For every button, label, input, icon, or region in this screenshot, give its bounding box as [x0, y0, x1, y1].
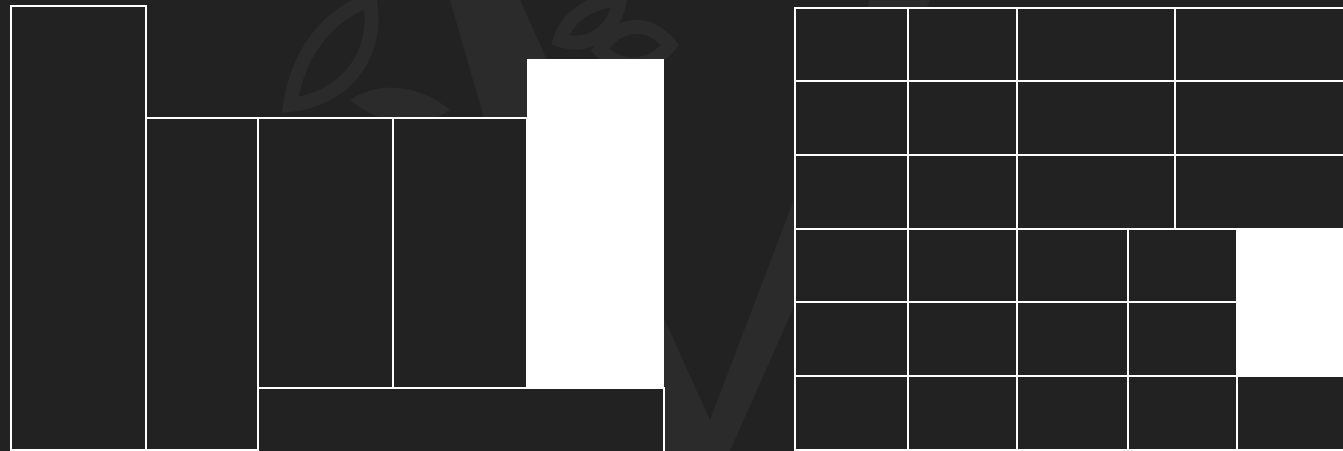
tile[interactable]: [1017, 81, 1175, 155]
tile[interactable]: [795, 155, 908, 229]
right-gallery: [795, 8, 1343, 450]
tile[interactable]: [393, 118, 527, 388]
tile[interactable]: [795, 8, 908, 81]
tile[interactable]: [1128, 302, 1237, 376]
tile-selected[interactable]: [1238, 230, 1343, 376]
tile[interactable]: [908, 302, 1017, 376]
tile[interactable]: [1128, 229, 1237, 302]
screen: [0, 0, 1343, 451]
tile[interactable]: [11, 6, 146, 450]
tile[interactable]: [1175, 8, 1343, 81]
tile[interactable]: [1017, 376, 1128, 450]
tile[interactable]: [795, 81, 908, 155]
tile[interactable]: [258, 388, 664, 451]
tile[interactable]: [1237, 376, 1343, 450]
tile[interactable]: [908, 8, 1017, 81]
tile[interactable]: [1175, 155, 1343, 229]
tile[interactable]: [146, 118, 258, 450]
tile[interactable]: [908, 81, 1017, 155]
tile[interactable]: [1017, 229, 1128, 302]
tile[interactable]: [1017, 8, 1175, 81]
tile[interactable]: [1017, 302, 1128, 376]
tile[interactable]: [908, 155, 1017, 229]
page: [0, 0, 1343, 451]
tile[interactable]: [795, 376, 908, 450]
tile[interactable]: [1017, 155, 1175, 229]
tile[interactable]: [258, 118, 393, 388]
tile[interactable]: [908, 376, 1017, 450]
tile[interactable]: [795, 229, 908, 302]
tile[interactable]: [908, 229, 1017, 302]
tile[interactable]: [1175, 81, 1343, 155]
tile[interactable]: [795, 302, 908, 376]
tile-selected[interactable]: [527, 59, 664, 389]
tile[interactable]: [1128, 376, 1237, 450]
